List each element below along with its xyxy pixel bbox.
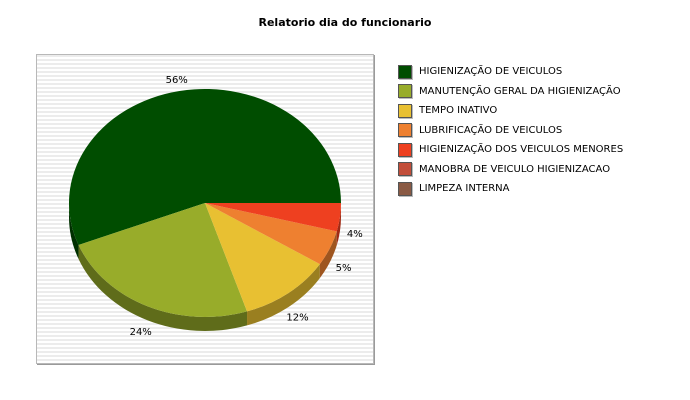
legend-swatch [398,162,412,177]
legend-swatch [398,181,412,196]
legend-label: HIGIENIZAÇÃO DOS VEICULOS MENORES [419,144,624,156]
pie-slice-side-1 [78,244,248,331]
legend-label: LUBRIFICAÇÃO DE VEICULOS [419,124,563,136]
legend-swatch [398,123,412,138]
legend-label: MANUTENÇÃO GERAL DA HIGIENIZAÇÃO [419,85,621,97]
legend-swatch [398,84,412,99]
slice-label-1: 24% [130,327,152,338]
legend-label: HIGIENIZAÇÃO DE VEICULOS [419,66,563,78]
slice-label-4: 4% [347,229,363,240]
legend-item: TEMPO INATIVO [398,101,623,121]
legend-item: MANOBRA DE VEICULO HIGIENIZACAO [398,160,623,180]
legend-item: MANUTENÇÃO GERAL DA HIGIENIZAÇÃO [398,82,623,102]
legend-item: LIMPEZA INTERNA [398,179,623,199]
pie-slice-side-0 [69,203,79,259]
legend-label: LIMPEZA INTERNA [419,183,510,195]
pie-slice-side-3 [319,231,337,279]
legend: HIGIENIZAÇÃO DE VEICULOS MANUTENÇÃO GERAL… [398,62,623,199]
slice-label-3: 5% [336,263,352,274]
pie-slice-4 [205,203,341,232]
legend-label: TEMPO INATIVO [419,105,498,117]
pie-slice-3 [205,203,337,265]
legend-item: LUBRIFICAÇÃO DE VEICULOS [398,121,623,141]
pie-slice-0 [69,89,342,245]
legend-item: HIGIENIZAÇÃO DOS VEICULOS MENORES [398,140,623,160]
legend-swatch [398,64,412,79]
pie-slice-1 [78,203,248,317]
pie-slice-side-4 [336,203,341,246]
pie-slice-side-2 [247,264,320,326]
legend-swatch [398,103,412,118]
legend-swatch [398,142,412,157]
slice-label-0: 56% [166,75,188,86]
pie-slice-2 [205,203,320,312]
legend-item: HIGIENIZAÇÃO DE VEICULOS [398,62,623,82]
slice-label-2: 12% [286,313,308,324]
chart-title: Relatorio dia do funcionario [258,16,432,29]
legend-label: MANOBRA DE VEICULO HIGIENIZACAO [419,163,611,175]
